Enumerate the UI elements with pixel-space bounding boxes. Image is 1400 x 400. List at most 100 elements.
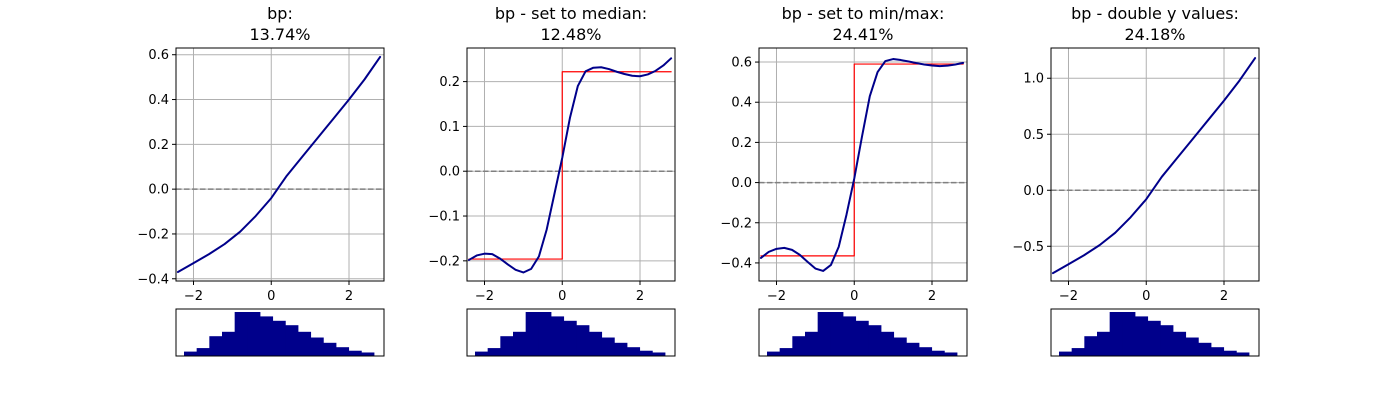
panel-1-ytick-label-0: −0.4 <box>137 272 169 287</box>
panel-4-hist-bar-0 <box>1059 351 1073 356</box>
panel-3-hist-bar-4 <box>817 312 831 356</box>
panel-1-hist-bar-2 <box>209 336 223 356</box>
panel-2-hist-bar-5 <box>538 312 552 356</box>
panel-2-hist-bar-8 <box>576 325 590 356</box>
panel-1-hist-bar-4 <box>234 312 248 356</box>
panel-4-hist-bar-9 <box>1173 331 1187 356</box>
panel-1-hist-bar-0 <box>184 351 198 356</box>
panel-4-title: bp - double y values: <box>1071 4 1239 23</box>
panel-1-hist-bar-5 <box>247 312 261 356</box>
panel-1-ytick-label-5: 0.6 <box>148 48 169 63</box>
panel-2-xtick-label-2: 2 <box>636 289 644 304</box>
panel-2-xtick-label-0: −2 <box>475 289 494 304</box>
panel-2-hist-bar-14 <box>652 352 666 356</box>
panel-3-hist-bar-1 <box>779 348 793 356</box>
panel-3-series-curve-1 <box>759 58 965 272</box>
panel-3-xtick-label-2: 2 <box>928 289 936 304</box>
panel-2-hist-bar-9 <box>589 331 603 356</box>
panel-1-hist-bar-10 <box>310 337 324 356</box>
panel-4-ytick-label-3: 1.0 <box>1023 72 1044 87</box>
panel-1: bp: 13.74% −2 0 2 −0.4 −0.2 0.0 0.2 0.4 0.6 <box>137 4 385 357</box>
panel-3-hist-frame <box>758 308 968 357</box>
panel-3: bp - set to min/max: 24.41% −2 0 2 −0.4 −0.2… <box>720 4 968 357</box>
panel-3-hist-bar-12 <box>919 347 933 356</box>
panel-4-ytick-label-1: 0.0 <box>1023 184 1044 199</box>
panel-2-ytick-label-2: 0.0 <box>439 165 460 180</box>
panel-4-hist-bar-14 <box>1236 352 1250 356</box>
panel-1-hist-bar-8 <box>285 325 299 356</box>
panel-1-ytick-label-3: 0.2 <box>148 138 169 153</box>
panel-3-hist-bar-0 <box>767 351 781 356</box>
panel-1-hist-bar-1 <box>196 348 210 356</box>
panel-2-series-curve-1 <box>467 57 673 274</box>
panel-3-ytick-label-1: −0.2 <box>720 216 752 231</box>
panel-2-hist-bar-0 <box>475 351 489 356</box>
panel-1-hist-bar-13 <box>348 350 362 356</box>
panel-1-ytick-label-2: 0.0 <box>148 183 169 198</box>
panel-1-hist-bar-3 <box>222 331 236 356</box>
panel-3-hist-bar-5 <box>830 312 844 356</box>
panel-3-ytick-label-5: 0.6 <box>731 56 752 71</box>
panel-3-subtitle: 24.41% <box>832 25 893 44</box>
panel-4-hist-bar-10 <box>1185 337 1199 356</box>
panel-2-hist-bar-11 <box>614 342 628 356</box>
panel-4-hist-bar-13 <box>1223 350 1237 356</box>
panel-2-axes-frame <box>466 47 676 282</box>
panel-3-hist-bar-8 <box>868 325 882 356</box>
panel-4-xtick-label-0: −2 <box>1059 289 1078 304</box>
panel-1-xtick-label-2: 2 <box>345 289 353 304</box>
panel-3-ytick-label-0: −0.4 <box>720 256 752 271</box>
panel-3-title: bp - set to min/max: <box>782 4 945 23</box>
panel-4-hist-bar-1 <box>1071 348 1085 356</box>
panel-2-hist-bar-10 <box>601 337 615 356</box>
panel-3-plot: −2 0 2 −0.4 −0.2 0.0 0.2 0.4 0.6 <box>720 47 968 357</box>
panel-2-ytick-label-1: −0.1 <box>428 210 460 225</box>
panel-3-hist-bar-3 <box>805 331 819 356</box>
panel-3-hist-bar-7 <box>855 320 869 356</box>
panel-4-axes-frame <box>1050 47 1260 282</box>
panel-4-ytick-label-0: −0.5 <box>1012 240 1044 255</box>
panel-3-xtick-label-0: −2 <box>767 289 786 304</box>
panel-4-plot: −2 0 2 −0.5 0.0 0.5 1.0 <box>1012 47 1260 357</box>
panel-1-xtick-label-1: 0 <box>267 289 275 304</box>
panel-2-hist-bar-3 <box>513 331 527 356</box>
panel-3-hist-bar-14 <box>944 352 958 356</box>
panel-4-hist-bar-5 <box>1122 312 1136 356</box>
panel-2-xtick-label-1: 0 <box>558 289 566 304</box>
panel-1-hist-bar-14 <box>361 352 375 356</box>
panel-4-hist-bar-7 <box>1147 320 1161 356</box>
panel-3-ytick-label-4: 0.4 <box>731 96 752 111</box>
panel-2-title: bp - set to median: <box>495 4 647 23</box>
panel-4-hist-bar-12 <box>1211 347 1225 356</box>
panel-4-ytick-label-2: 0.5 <box>1023 128 1044 143</box>
panel-4-hist-bar-4 <box>1109 312 1123 356</box>
panel-2-ytick-label-4: 0.2 <box>439 75 460 90</box>
panel-2-ytick-label-3: 0.1 <box>439 120 460 135</box>
panel-3-hist-bar-6 <box>843 316 857 356</box>
panel-1-hist-frame <box>175 308 385 357</box>
panel-3-hist-bar-9 <box>881 331 895 356</box>
panel-1-hist-bar-6 <box>260 316 274 356</box>
panel-4: bp - double y values: 24.18% −2 0 2 −0.5 0.0… <box>1012 4 1260 357</box>
panel-2-plot: −2 0 2 −0.2 −0.1 0.0 0.1 0.2 <box>428 47 676 357</box>
panel-3-xtick-label-1: 0 <box>850 289 858 304</box>
panel-1-title: bp: <box>267 4 293 23</box>
panel-1-series-curve-0 <box>176 55 382 274</box>
panel-2-hist-bar-12 <box>627 347 641 356</box>
panel-3-hist-bar-10 <box>893 337 907 356</box>
panel-3-ytick-label-3: 0.2 <box>731 136 752 151</box>
panel-1-hist-bar-9 <box>298 331 312 356</box>
panel-4-subtitle: 24.18% <box>1124 25 1185 44</box>
panel-3-hist-bar-2 <box>792 336 806 356</box>
panel-4-series-curve-1 <box>1051 57 1257 275</box>
panel-4-hist-bar-6 <box>1135 316 1149 356</box>
panel-2-subtitle: 12.48% <box>540 25 601 44</box>
panel-1-ytick-label-1: −0.2 <box>137 227 169 242</box>
panel-2-hist-bar-6 <box>551 316 565 356</box>
panel-4-xtick-label-1: 0 <box>1142 289 1150 304</box>
panel-1-subtitle: 13.74% <box>249 25 310 44</box>
panel-2: bp - set to median: 12.48% −2 0 2 −0.2 −0.1 0… <box>428 4 676 357</box>
panel-3-axes-frame <box>758 47 968 282</box>
panel-4-hist-bar-8 <box>1160 325 1174 356</box>
